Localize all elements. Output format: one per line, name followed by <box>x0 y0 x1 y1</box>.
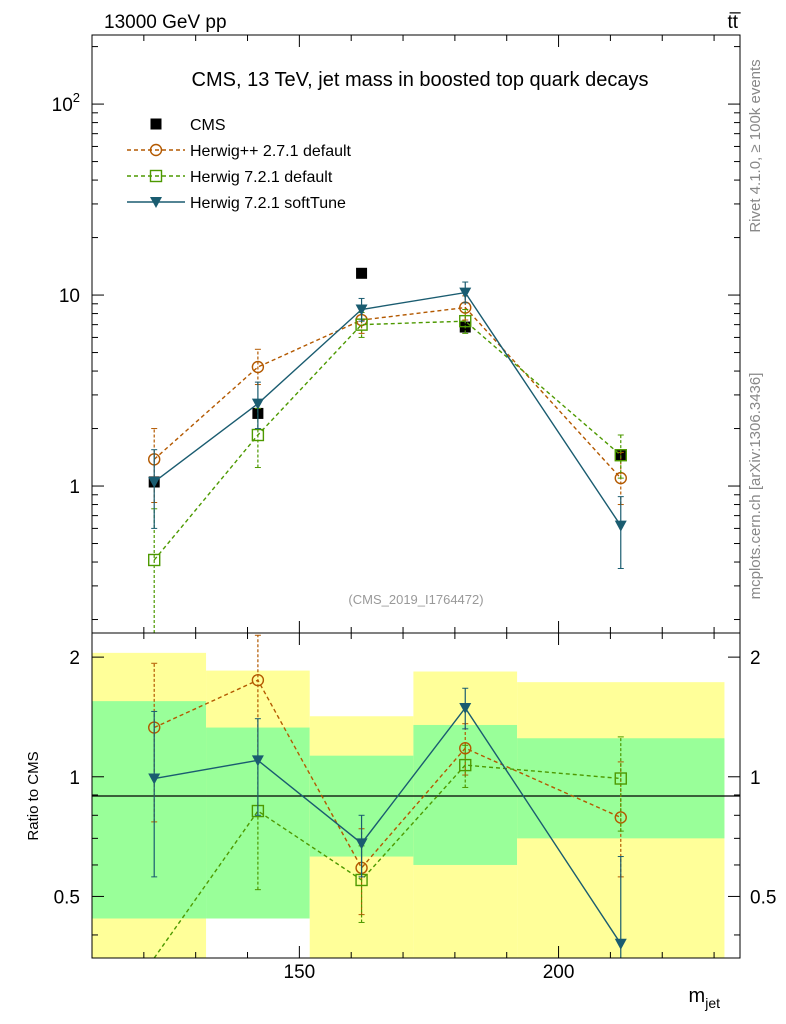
main-herwig721-point <box>614 449 627 462</box>
legend-label-herwigpp: Herwig++ 2.7.1 default <box>190 143 352 160</box>
ratio-y-tick-label-right: 2 <box>750 648 761 669</box>
ratio-herwig721-point <box>459 758 472 772</box>
legend-marker-herwigpp <box>149 143 163 157</box>
ratio-y-axis-label: Ratio to CMS <box>25 751 42 840</box>
legend-label-cms: CMS <box>190 117 226 134</box>
ratio-y-tick-label-left: 0.5 <box>54 887 80 908</box>
legend-label-herwig721: Herwig 7.2.1 default <box>190 169 333 186</box>
ratio-axis-ticks: 0.5 0.5 1 1 2 2 150 200 <box>54 633 776 983</box>
ratio-softtune-point <box>251 755 264 767</box>
x-tick-label: 200 <box>543 962 575 983</box>
main-chart-title: CMS, 13 TeV, jet mass in boosted top qua… <box>192 69 649 91</box>
ratio-herwigpp-point <box>251 673 265 687</box>
process-label: 13000 GeV pp <box>104 12 227 33</box>
legend-label-softtune: Herwig 7.2.1 softTune <box>190 195 346 212</box>
final-state-label: tt̅ <box>727 12 741 33</box>
rivet-label: Rivet 4.1.0, ≥ 100k events <box>747 59 764 232</box>
ratio-softtune-point <box>355 838 368 850</box>
ratio-softtune-point <box>459 702 472 714</box>
mcplots-label: mcplots.cern.ch [arXiv:1306.3436] <box>747 373 764 600</box>
main-y-tick-label: 102 <box>52 90 80 116</box>
main-plot-panel: 1 10 102 CMS, 13 TeV, jet mass in boosted … <box>52 34 741 634</box>
ratio-softtune-point <box>148 773 161 785</box>
legend-marker-herwig721 <box>149 169 163 183</box>
main-herwig721-point <box>251 428 265 442</box>
analysis-tag: (CMS_2019_I1764472) <box>348 592 483 607</box>
ratio-softtune-point <box>614 938 627 950</box>
ratio-herwigpp-point <box>459 742 472 755</box>
legend-marker-softtune <box>150 197 162 208</box>
main-softtune-point <box>459 287 472 299</box>
legend: CMS Herwig++ 2.7.1 default Herwig 7.2.1 de… <box>127 117 352 212</box>
ratio-inner-band-bin <box>92 701 207 919</box>
ratio-plot-frame <box>91 632 741 959</box>
x-tick-label: 150 <box>284 962 316 983</box>
main-softtune-point <box>251 398 264 410</box>
main-herwigpp-line <box>153 306 622 479</box>
ratio-y-tick-label-right: 1 <box>750 768 761 789</box>
main-softtune-point <box>148 476 161 488</box>
ratio-plot-panel: 0.5 0.5 1 1 2 2 150 200 Ratio to CMS mjet <box>25 632 776 1011</box>
ratio-y-tick-label-left: 1 <box>69 768 80 789</box>
ratio-herwigpp-point <box>614 811 627 824</box>
legend-marker-cms <box>150 118 162 130</box>
main-herwig721-line <box>153 320 622 561</box>
main-axis-ticks: 1 10 102 <box>52 35 740 633</box>
main-herwig721-point <box>459 314 472 328</box>
main-softtune-point <box>614 520 627 532</box>
main-cms-point <box>356 267 368 279</box>
main-herwig721-point <box>148 553 161 567</box>
main-softtune-point <box>355 304 368 316</box>
x-axis-label: mjet <box>689 985 721 1011</box>
main-y-tick-label: 1 <box>69 477 80 498</box>
main-herwigpp-point <box>251 360 265 374</box>
main-y-tick-label: 10 <box>59 286 80 307</box>
main-data-marks <box>148 267 627 634</box>
main-softtune-line <box>153 291 622 527</box>
ratio-herwig721-point <box>614 772 627 785</box>
ratio-y-tick-label-left: 2 <box>69 648 80 669</box>
ratio-y-tick-label-right: 0.5 <box>750 887 776 908</box>
ratio-data-marks <box>148 634 627 959</box>
